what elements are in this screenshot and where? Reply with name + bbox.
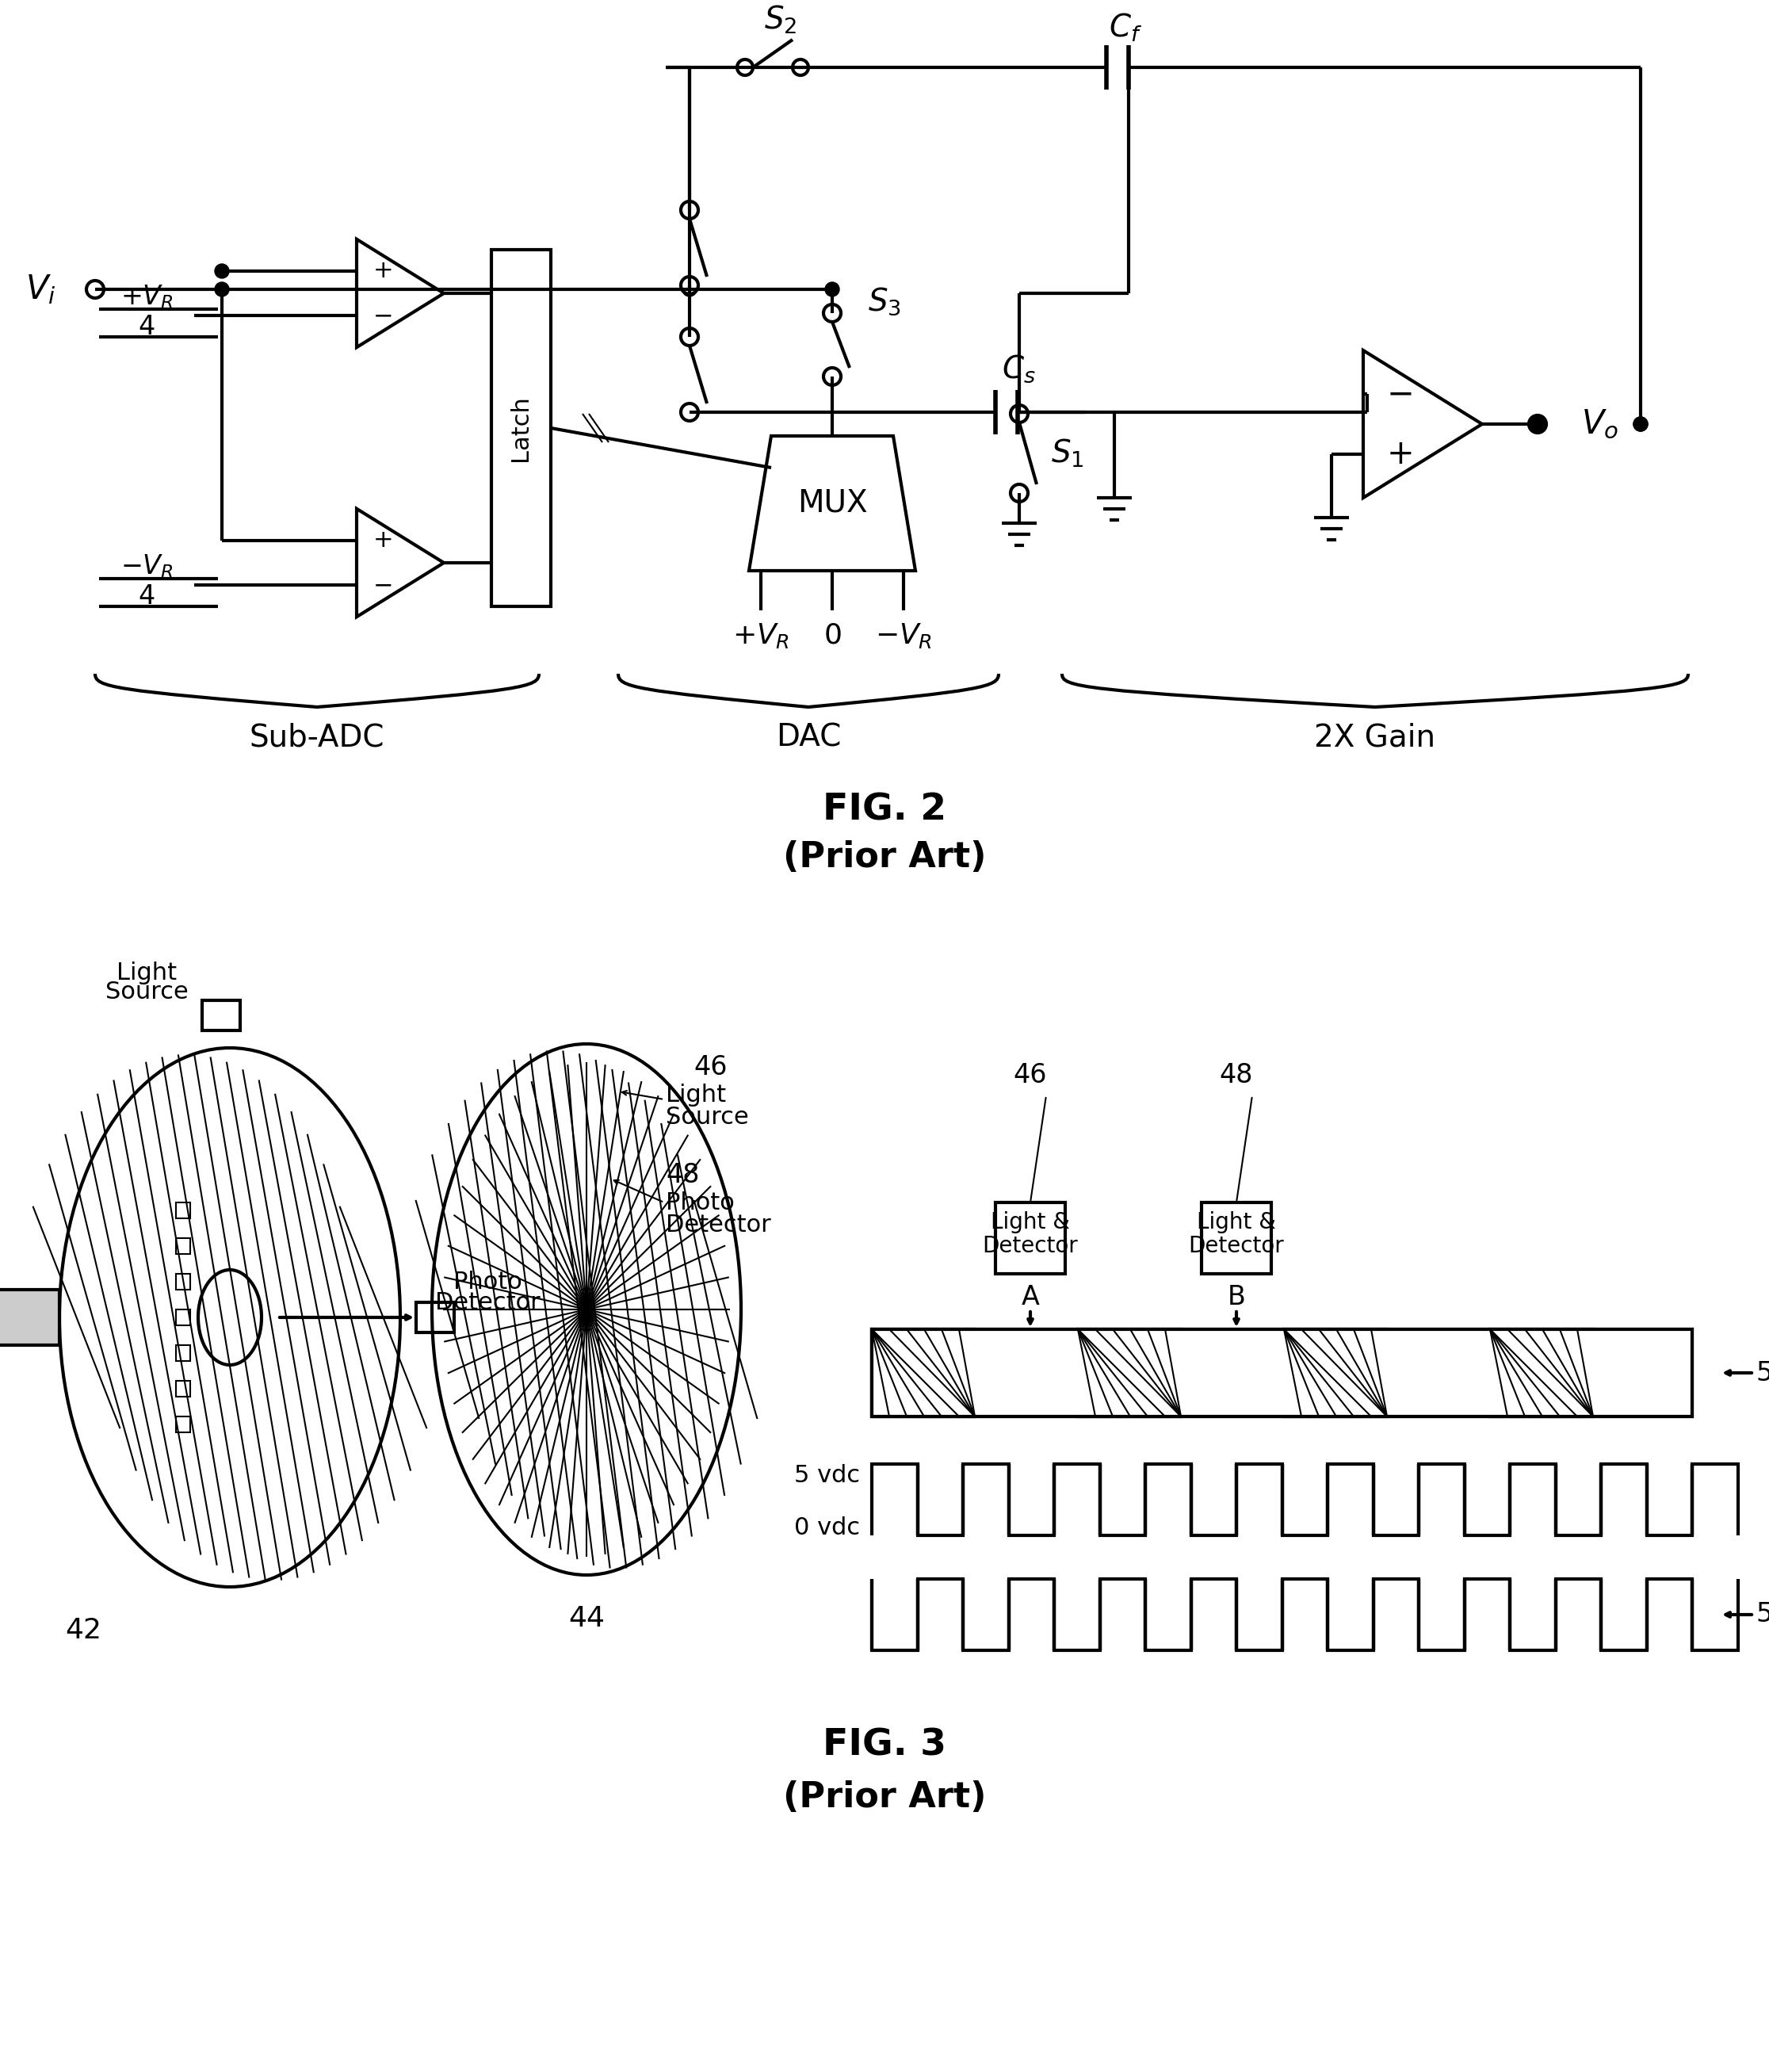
Circle shape [681, 404, 699, 421]
Text: $-$: $-$ [371, 305, 391, 327]
Text: A: A [1021, 1285, 1040, 1312]
Circle shape [738, 60, 754, 75]
Text: $-V_R$: $-V_R$ [876, 622, 932, 651]
Text: Source: Source [665, 1106, 748, 1129]
Text: 46: 46 [693, 1055, 727, 1082]
Text: Photo: Photo [453, 1270, 522, 1295]
Text: $-$: $-$ [371, 574, 391, 597]
Text: MUX: MUX [798, 489, 867, 518]
Bar [175, 1345, 191, 1361]
Text: 2X Gain: 2X Gain [1314, 723, 1436, 752]
Bar [175, 1274, 191, 1289]
Text: Detector: Detector [435, 1291, 540, 1314]
Text: 0 vdc: 0 vdc [794, 1517, 860, 1539]
Text: B: B [1228, 1285, 1245, 1312]
Bar [1201, 1202, 1272, 1274]
Circle shape [824, 305, 840, 321]
Circle shape [1530, 416, 1544, 431]
Text: Detector: Detector [665, 1214, 771, 1237]
Text: 44: 44 [568, 1606, 605, 1633]
Bar [175, 1380, 191, 1397]
Circle shape [1633, 416, 1647, 431]
Text: 52: 52 [1755, 1602, 1769, 1629]
Bar [175, 1202, 191, 1218]
Circle shape [681, 278, 699, 294]
Text: Light &: Light & [991, 1212, 1070, 1233]
Text: $4$: $4$ [138, 313, 156, 340]
Text: $S_2$: $S_2$ [764, 4, 798, 35]
Circle shape [683, 282, 697, 296]
Bar [175, 1239, 191, 1254]
Text: 5 vdc: 5 vdc [794, 1465, 860, 1488]
Text: $+$: $+$ [371, 528, 391, 551]
Text: Light: Light [117, 961, 177, 984]
Text: $+$: $+$ [371, 259, 391, 282]
Circle shape [1010, 404, 1028, 423]
Text: $0$: $0$ [823, 622, 840, 649]
Circle shape [824, 282, 839, 296]
Text: $C_f$: $C_f$ [1109, 12, 1143, 44]
Text: Light: Light [665, 1084, 725, 1106]
Text: Latch: Latch [509, 396, 532, 462]
Circle shape [87, 280, 104, 298]
Bar [175, 1310, 191, 1326]
Text: $+$: $+$ [1387, 437, 1412, 470]
Text: 42: 42 [65, 1616, 101, 1643]
Circle shape [1528, 414, 1546, 433]
Circle shape [824, 369, 840, 385]
Circle shape [681, 327, 699, 346]
Bar [1489, 1330, 1594, 1417]
Bar [872, 1330, 1693, 1417]
Text: $-$: $-$ [1385, 377, 1412, 410]
Bar [1077, 1330, 1182, 1417]
Bar [202, 1001, 241, 1030]
Text: (Prior Art): (Prior Art) [784, 1780, 985, 1813]
Text: $S_3$: $S_3$ [869, 286, 900, 317]
Text: $C_s$: $C_s$ [1001, 352, 1035, 383]
Circle shape [214, 263, 228, 278]
Text: 50: 50 [1755, 1359, 1769, 1386]
Circle shape [1012, 404, 1026, 419]
Bar [175, 1417, 191, 1432]
Circle shape [1010, 485, 1028, 501]
Bar [872, 1330, 975, 1417]
Text: Photo: Photo [665, 1191, 734, 1214]
Text: Detector: Detector [1189, 1235, 1284, 1258]
Text: $4$: $4$ [138, 582, 156, 609]
Bar [0, 1289, 60, 1345]
Bar [492, 251, 550, 607]
Text: Light &: Light & [1198, 1212, 1275, 1233]
Circle shape [214, 282, 228, 296]
Text: $+V_R$: $+V_R$ [120, 284, 173, 311]
Text: $V_o$: $V_o$ [1581, 408, 1619, 441]
Circle shape [793, 60, 808, 75]
Text: $+V_R$: $+V_R$ [732, 622, 789, 651]
Bar [872, 1330, 1693, 1417]
Circle shape [681, 201, 699, 220]
Text: FIG. 2: FIG. 2 [823, 792, 946, 829]
Text: $V_i$: $V_i$ [25, 274, 55, 307]
Text: 48: 48 [1219, 1063, 1252, 1088]
Text: $S_1$: $S_1$ [1051, 437, 1084, 470]
Bar [996, 1202, 1065, 1274]
Circle shape [1633, 416, 1647, 431]
Text: Source: Source [104, 980, 188, 1005]
Text: 48: 48 [665, 1162, 699, 1187]
Text: 46: 46 [1014, 1063, 1047, 1088]
Text: FIG. 3: FIG. 3 [823, 1728, 946, 1763]
Text: DAC: DAC [777, 723, 840, 752]
Text: (Prior Art): (Prior Art) [784, 841, 985, 874]
Bar [416, 1303, 455, 1332]
Text: Detector: Detector [982, 1235, 1077, 1258]
Text: $-V_R$: $-V_R$ [120, 553, 173, 580]
Text: Sub-ADC: Sub-ADC [249, 723, 384, 752]
Bar [1284, 1330, 1387, 1417]
